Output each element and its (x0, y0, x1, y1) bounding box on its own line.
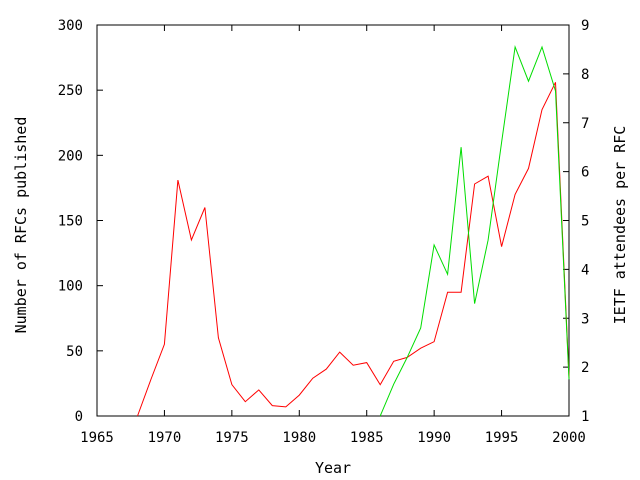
right-y-tick-label: 6 (581, 165, 589, 181)
right-y-tick-label: 7 (581, 116, 589, 132)
right-y-tick-label: 2 (581, 360, 589, 376)
x-tick-label: 2000 (552, 430, 586, 446)
right-y-tick-label: 1 (581, 409, 589, 425)
right-y-tick-label: 5 (581, 214, 589, 230)
left-y-axis-title: Number of RFCs published (12, 117, 30, 334)
series-layer (137, 45, 570, 417)
right-y-tick-label: 4 (581, 262, 589, 278)
x-tick-label: 1980 (282, 430, 316, 446)
x-tick-label: 1965 (80, 430, 114, 446)
left-y-tick-label: 100 (58, 279, 83, 295)
right-y-axis-title: IETF attendees per RFC (611, 126, 629, 325)
right-y-tick-label: 3 (581, 311, 589, 327)
left-y-tick-label: 300 (58, 18, 83, 34)
plot-frame (96, 24, 570, 417)
rfcs-published-line (137, 82, 570, 417)
left-y-tick-label: 50 (66, 344, 83, 360)
left-y-tick-label: 0 (75, 409, 83, 425)
attendees-per-rfc-line (379, 45, 570, 417)
right-y-tick-label: 9 (581, 18, 589, 34)
x-tick-label: 1990 (417, 430, 451, 446)
left-y-tick-label: 150 (58, 214, 83, 230)
right-y-tick-label: 8 (581, 67, 589, 83)
x-tick-label: 1970 (148, 430, 182, 446)
left-y-tick-label: 200 (58, 148, 83, 164)
x-tick-label: 1985 (350, 430, 384, 446)
left-y-tick-label: 250 (58, 83, 83, 99)
ticks-layer: 1965 1970 1975 1980 1985 1990 1995 200005010015… (58, 18, 590, 446)
x-axis-title: Year (315, 459, 351, 477)
x-tick-label: 1975 (215, 430, 249, 446)
x-tick-label: 1995 (485, 430, 519, 446)
